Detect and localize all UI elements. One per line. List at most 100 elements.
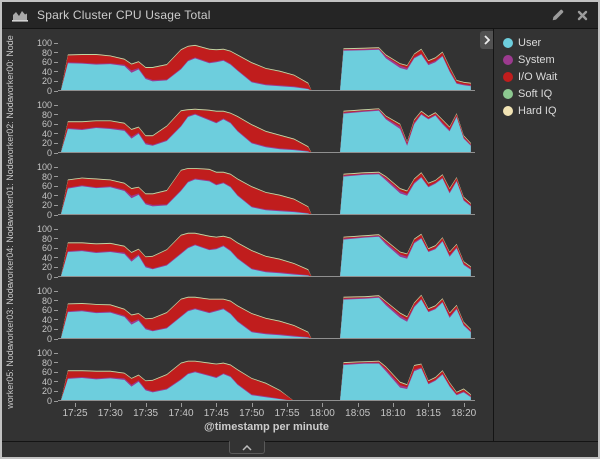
legend-color-dot	[503, 37, 513, 48]
legend-toggle-button[interactable]	[480, 31, 493, 49]
y-tick-label: 20	[42, 76, 58, 86]
y-tick-label: 60	[42, 305, 58, 315]
chart-row-worker05: worker05: Node 100 80 60 40 20 0	[2, 341, 493, 409]
y-axis-title-worker03: worker03: Node	[5, 283, 16, 347]
legend-color-dot	[503, 88, 513, 99]
y-tick-label: 60	[42, 119, 58, 129]
legend-label: User	[518, 36, 542, 49]
chart-row-worker03: worker03: Node 100 80 60 40 20 0	[2, 279, 493, 347]
x-tick-label: 17:55	[274, 408, 300, 419]
y-tick-label: 60	[42, 181, 58, 191]
legend-item-soft-iq[interactable]: Soft IQ	[503, 85, 594, 102]
y-tick-label: 80	[42, 172, 58, 182]
legend-label: I/O Wait	[518, 70, 558, 83]
y-axis-worker04: 100 80 60 40 20 0	[18, 217, 58, 282]
x-tick-label: 17:35	[133, 408, 159, 419]
legend-color-dot	[503, 71, 513, 82]
chart-row-worker00: worker00: Node 100 80 60 40 20 0	[2, 31, 493, 99]
y-axis-title-worker04: worker04: Node	[5, 221, 16, 285]
cpu-area-chart-worker00[interactable]	[58, 43, 475, 91]
x-tick-mark	[251, 403, 253, 407]
x-tick-label: 17:45	[203, 408, 229, 419]
y-tick-label: 100	[37, 38, 58, 48]
close-icon[interactable]	[577, 10, 588, 21]
y-axis-worker01: 100 80 60 40 20 0	[18, 155, 58, 220]
y-tick-label: 0	[47, 396, 58, 406]
y-axis-title-worker02: worker02: Node	[5, 97, 16, 161]
y-tick-label: 40	[42, 253, 58, 263]
y-tick-label: 0	[47, 210, 58, 220]
cpu-area-chart-worker04[interactable]	[58, 229, 475, 277]
cpu-area-chart-worker02[interactable]	[58, 105, 475, 153]
y-tick-label: 0	[47, 334, 58, 344]
edit-pencil-icon[interactable]	[551, 9, 564, 22]
y-tick-label: 60	[42, 57, 58, 67]
legend-item-user[interactable]: User	[503, 34, 594, 51]
y-tick-label: 80	[42, 358, 58, 368]
x-tick-mark	[75, 403, 76, 407]
y-tick-label: 100	[37, 348, 58, 358]
y-tick-label: 20	[42, 138, 58, 148]
legend: User System I/O Wait Soft IQ Hard IQ	[480, 29, 598, 441]
chart-row-worker02: worker02: Node 100 80 60 40 20 0	[2, 93, 493, 161]
x-tick-label: 17:25	[62, 408, 88, 419]
y-tick-label: 20	[42, 200, 58, 210]
panel-body: worker00: Node 100 80 60 40 20 0 worker02: Node…	[2, 29, 598, 441]
y-tick-label: 0	[47, 148, 58, 158]
x-tick-mark	[322, 403, 324, 407]
chevron-up-icon	[242, 444, 252, 451]
y-tick-label: 20	[42, 262, 58, 272]
y-tick-label: 100	[37, 286, 58, 296]
y-tick-label: 40	[42, 129, 58, 139]
x-tick-mark	[428, 403, 430, 407]
legend-color-dot	[503, 105, 513, 116]
y-tick-label: 20	[42, 386, 58, 396]
legend-label: Hard IQ	[518, 104, 557, 117]
x-axis: 17:25 17:30 17:35 17:40 17:45 17:50 17:55 18:00…	[58, 403, 477, 421]
x-tick-mark	[110, 403, 112, 407]
panel-titlebar: Spark Cluster CPU Usage Total	[2, 2, 598, 29]
y-tick-label: 80	[42, 48, 58, 58]
x-tick-label: 17:40	[168, 408, 194, 419]
x-tick-mark	[357, 403, 359, 407]
cpu-area-chart-worker05[interactable]	[58, 353, 475, 401]
legend-label: System	[518, 53, 555, 66]
x-tick-label: 18:10	[380, 408, 406, 419]
y-tick-label: 100	[37, 162, 58, 172]
cpu-area-chart-worker03[interactable]	[58, 291, 475, 339]
x-axis-title: @timestamp per minute	[203, 421, 330, 433]
y-tick-label: 40	[42, 191, 58, 201]
x-tick-label: 18:20	[451, 408, 477, 419]
cpu-area-chart-worker01[interactable]	[58, 167, 475, 215]
y-axis-title-worker00: worker00: Node	[5, 35, 16, 99]
legend-item-hard-iq[interactable]: Hard IQ	[503, 102, 594, 119]
y-tick-label: 40	[42, 315, 58, 325]
y-axis-worker05: 100 80 60 40 20 0	[18, 341, 58, 406]
x-tick-label: 17:50	[239, 408, 265, 419]
x-tick-mark	[393, 403, 394, 407]
chart-row-worker01: worker01: Node 100 80 60 40 20 0	[2, 155, 493, 223]
x-tick-label: 18:00	[309, 408, 335, 419]
x-tick-label: 17:30	[97, 408, 123, 419]
y-tick-label: 80	[42, 234, 58, 244]
x-tick-label: 18:05	[345, 408, 371, 419]
x-tick-mark	[287, 403, 288, 407]
legend-item-system[interactable]: System	[503, 51, 594, 68]
y-axis-title-worker01: worker01: Node	[5, 159, 16, 223]
chart-area: worker00: Node 100 80 60 40 20 0 worker02: Node…	[2, 29, 493, 441]
y-axis-worker00: 100 80 60 40 20 0	[18, 31, 58, 96]
y-tick-label: 40	[42, 67, 58, 77]
chart-row-worker04: worker04: Node 100 80 60 40 20 0	[2, 217, 493, 285]
x-tick-mark	[145, 403, 147, 407]
y-tick-label: 100	[37, 224, 58, 234]
x-tick-mark	[181, 403, 182, 407]
y-tick-label: 0	[47, 86, 58, 96]
legend-item-i-o-wait[interactable]: I/O Wait	[503, 68, 594, 85]
y-axis-worker02: 100 80 60 40 20 0	[18, 93, 58, 158]
legend-label: Soft IQ	[518, 87, 553, 100]
collapse-button[interactable]	[229, 441, 265, 454]
legend-color-dot	[503, 54, 513, 65]
x-tick-mark	[216, 403, 218, 407]
y-tick-label: 20	[42, 324, 58, 334]
